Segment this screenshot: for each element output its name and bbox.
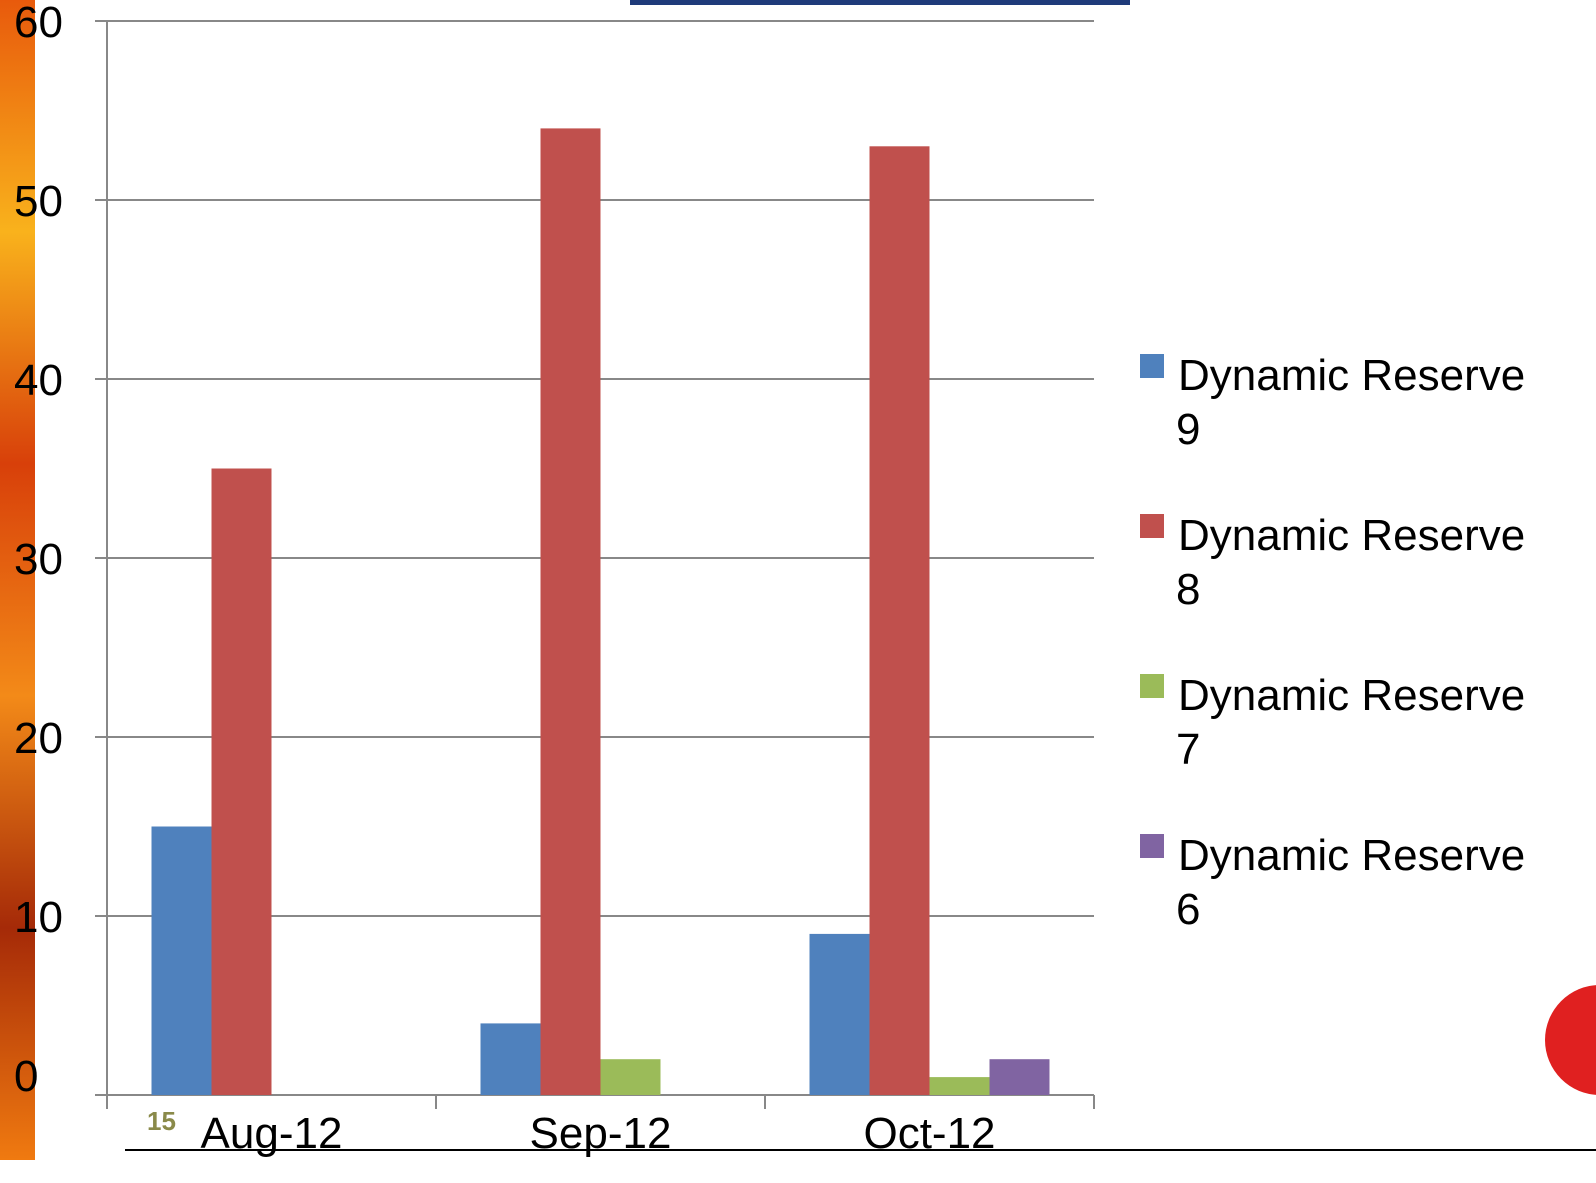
legend-label: Dynamic Reserve 6 <box>1176 831 1525 934</box>
bar <box>989 1059 1050 1095</box>
y-tick-label: 40 <box>14 356 63 405</box>
title-bar-edge <box>630 0 1130 5</box>
logo-fragment <box>1545 985 1596 1095</box>
y-tick-label: 50 <box>14 177 63 226</box>
bar <box>211 468 272 1095</box>
bar <box>540 128 601 1095</box>
y-tick-label: 10 <box>14 893 63 942</box>
y-tick-label: 0 <box>14 1052 38 1101</box>
slide-number: 15 <box>147 1106 176 1136</box>
y-tick-label: 60 <box>14 0 63 47</box>
bar <box>600 1059 661 1095</box>
legend-swatch <box>1140 674 1164 698</box>
x-tick-label: Sep-12 <box>530 1109 672 1158</box>
bar <box>929 1077 990 1095</box>
bar <box>151 826 212 1095</box>
x-tick-label: Aug-12 <box>201 1109 343 1158</box>
x-tick-label: Oct-12 <box>863 1109 995 1158</box>
legend-label: Dynamic Reserve 8 <box>1176 511 1525 614</box>
legend-label: Dynamic Reserve 7 <box>1176 671 1525 774</box>
legend-swatch <box>1140 514 1164 538</box>
bar <box>480 1023 541 1095</box>
y-tick-label: 30 <box>14 535 63 584</box>
legend-swatch <box>1140 834 1164 858</box>
plot: 0 10 20 30 40 50 60 Aug-12 Sep-12 Oct-12 Dynamic R… <box>14 0 1525 1158</box>
bar <box>809 933 870 1095</box>
legend-label: Dynamic Reserve 9 <box>1176 351 1525 454</box>
legend-swatch <box>1140 354 1164 378</box>
bar <box>869 146 930 1096</box>
fire-strip <box>0 0 35 1160</box>
y-tick-label: 20 <box>14 714 63 763</box>
